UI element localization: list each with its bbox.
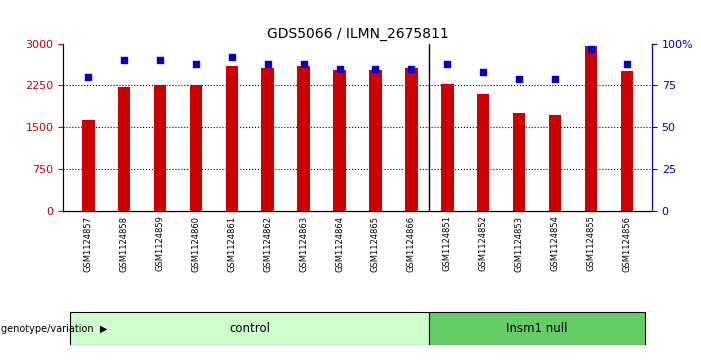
Point: [585, 46, 597, 52]
Point: [191, 61, 202, 66]
Bar: [441, 83, 454, 211]
Text: GSM1124866: GSM1124866: [407, 216, 416, 272]
Text: GSM1124852: GSM1124852: [479, 216, 488, 272]
Text: GSM1124864: GSM1124864: [335, 216, 344, 272]
Text: GSM1124853: GSM1124853: [515, 216, 524, 272]
Bar: [369, 70, 382, 211]
Point: [513, 76, 524, 82]
Text: GSM1124854: GSM1124854: [550, 216, 559, 272]
Title: GDS5066 / ILMN_2675811: GDS5066 / ILMN_2675811: [266, 27, 449, 41]
Text: GSM1124860: GSM1124860: [191, 216, 200, 272]
Text: GSM1124862: GSM1124862: [264, 216, 272, 272]
Point: [334, 66, 345, 72]
Bar: [297, 66, 310, 211]
Text: GSM1124856: GSM1124856: [622, 216, 632, 272]
Point: [442, 61, 453, 66]
Point: [406, 66, 417, 72]
Point: [298, 61, 309, 66]
Point: [370, 66, 381, 72]
Bar: [429, 312, 645, 345]
Text: genotype/variation  ▶: genotype/variation ▶: [1, 323, 107, 334]
Point: [154, 57, 165, 63]
Bar: [477, 94, 489, 211]
Text: control: control: [229, 322, 271, 335]
Bar: [70, 312, 429, 345]
Text: GSM1124851: GSM1124851: [443, 216, 451, 272]
Bar: [226, 66, 238, 211]
Bar: [405, 68, 418, 211]
Text: GSM1124863: GSM1124863: [299, 216, 308, 272]
Point: [477, 69, 489, 75]
Bar: [620, 72, 633, 211]
Bar: [333, 70, 346, 211]
Point: [550, 76, 561, 82]
Bar: [261, 68, 274, 211]
Bar: [585, 46, 597, 211]
Bar: [118, 87, 130, 211]
Text: Insm1 null: Insm1 null: [506, 322, 568, 335]
Bar: [190, 85, 202, 211]
Text: GSM1124861: GSM1124861: [227, 216, 236, 272]
Bar: [154, 85, 166, 211]
Text: GSM1124855: GSM1124855: [587, 216, 595, 272]
Point: [83, 74, 94, 80]
Text: GSM1124859: GSM1124859: [156, 216, 165, 272]
Text: GSM1124857: GSM1124857: [83, 216, 93, 272]
Point: [621, 61, 632, 66]
Point: [262, 61, 273, 66]
Bar: [82, 121, 95, 211]
Point: [118, 57, 130, 63]
Bar: [513, 113, 525, 211]
Text: GSM1124858: GSM1124858: [120, 216, 128, 272]
Bar: [549, 115, 562, 211]
Point: [226, 54, 238, 60]
Text: GSM1124865: GSM1124865: [371, 216, 380, 272]
